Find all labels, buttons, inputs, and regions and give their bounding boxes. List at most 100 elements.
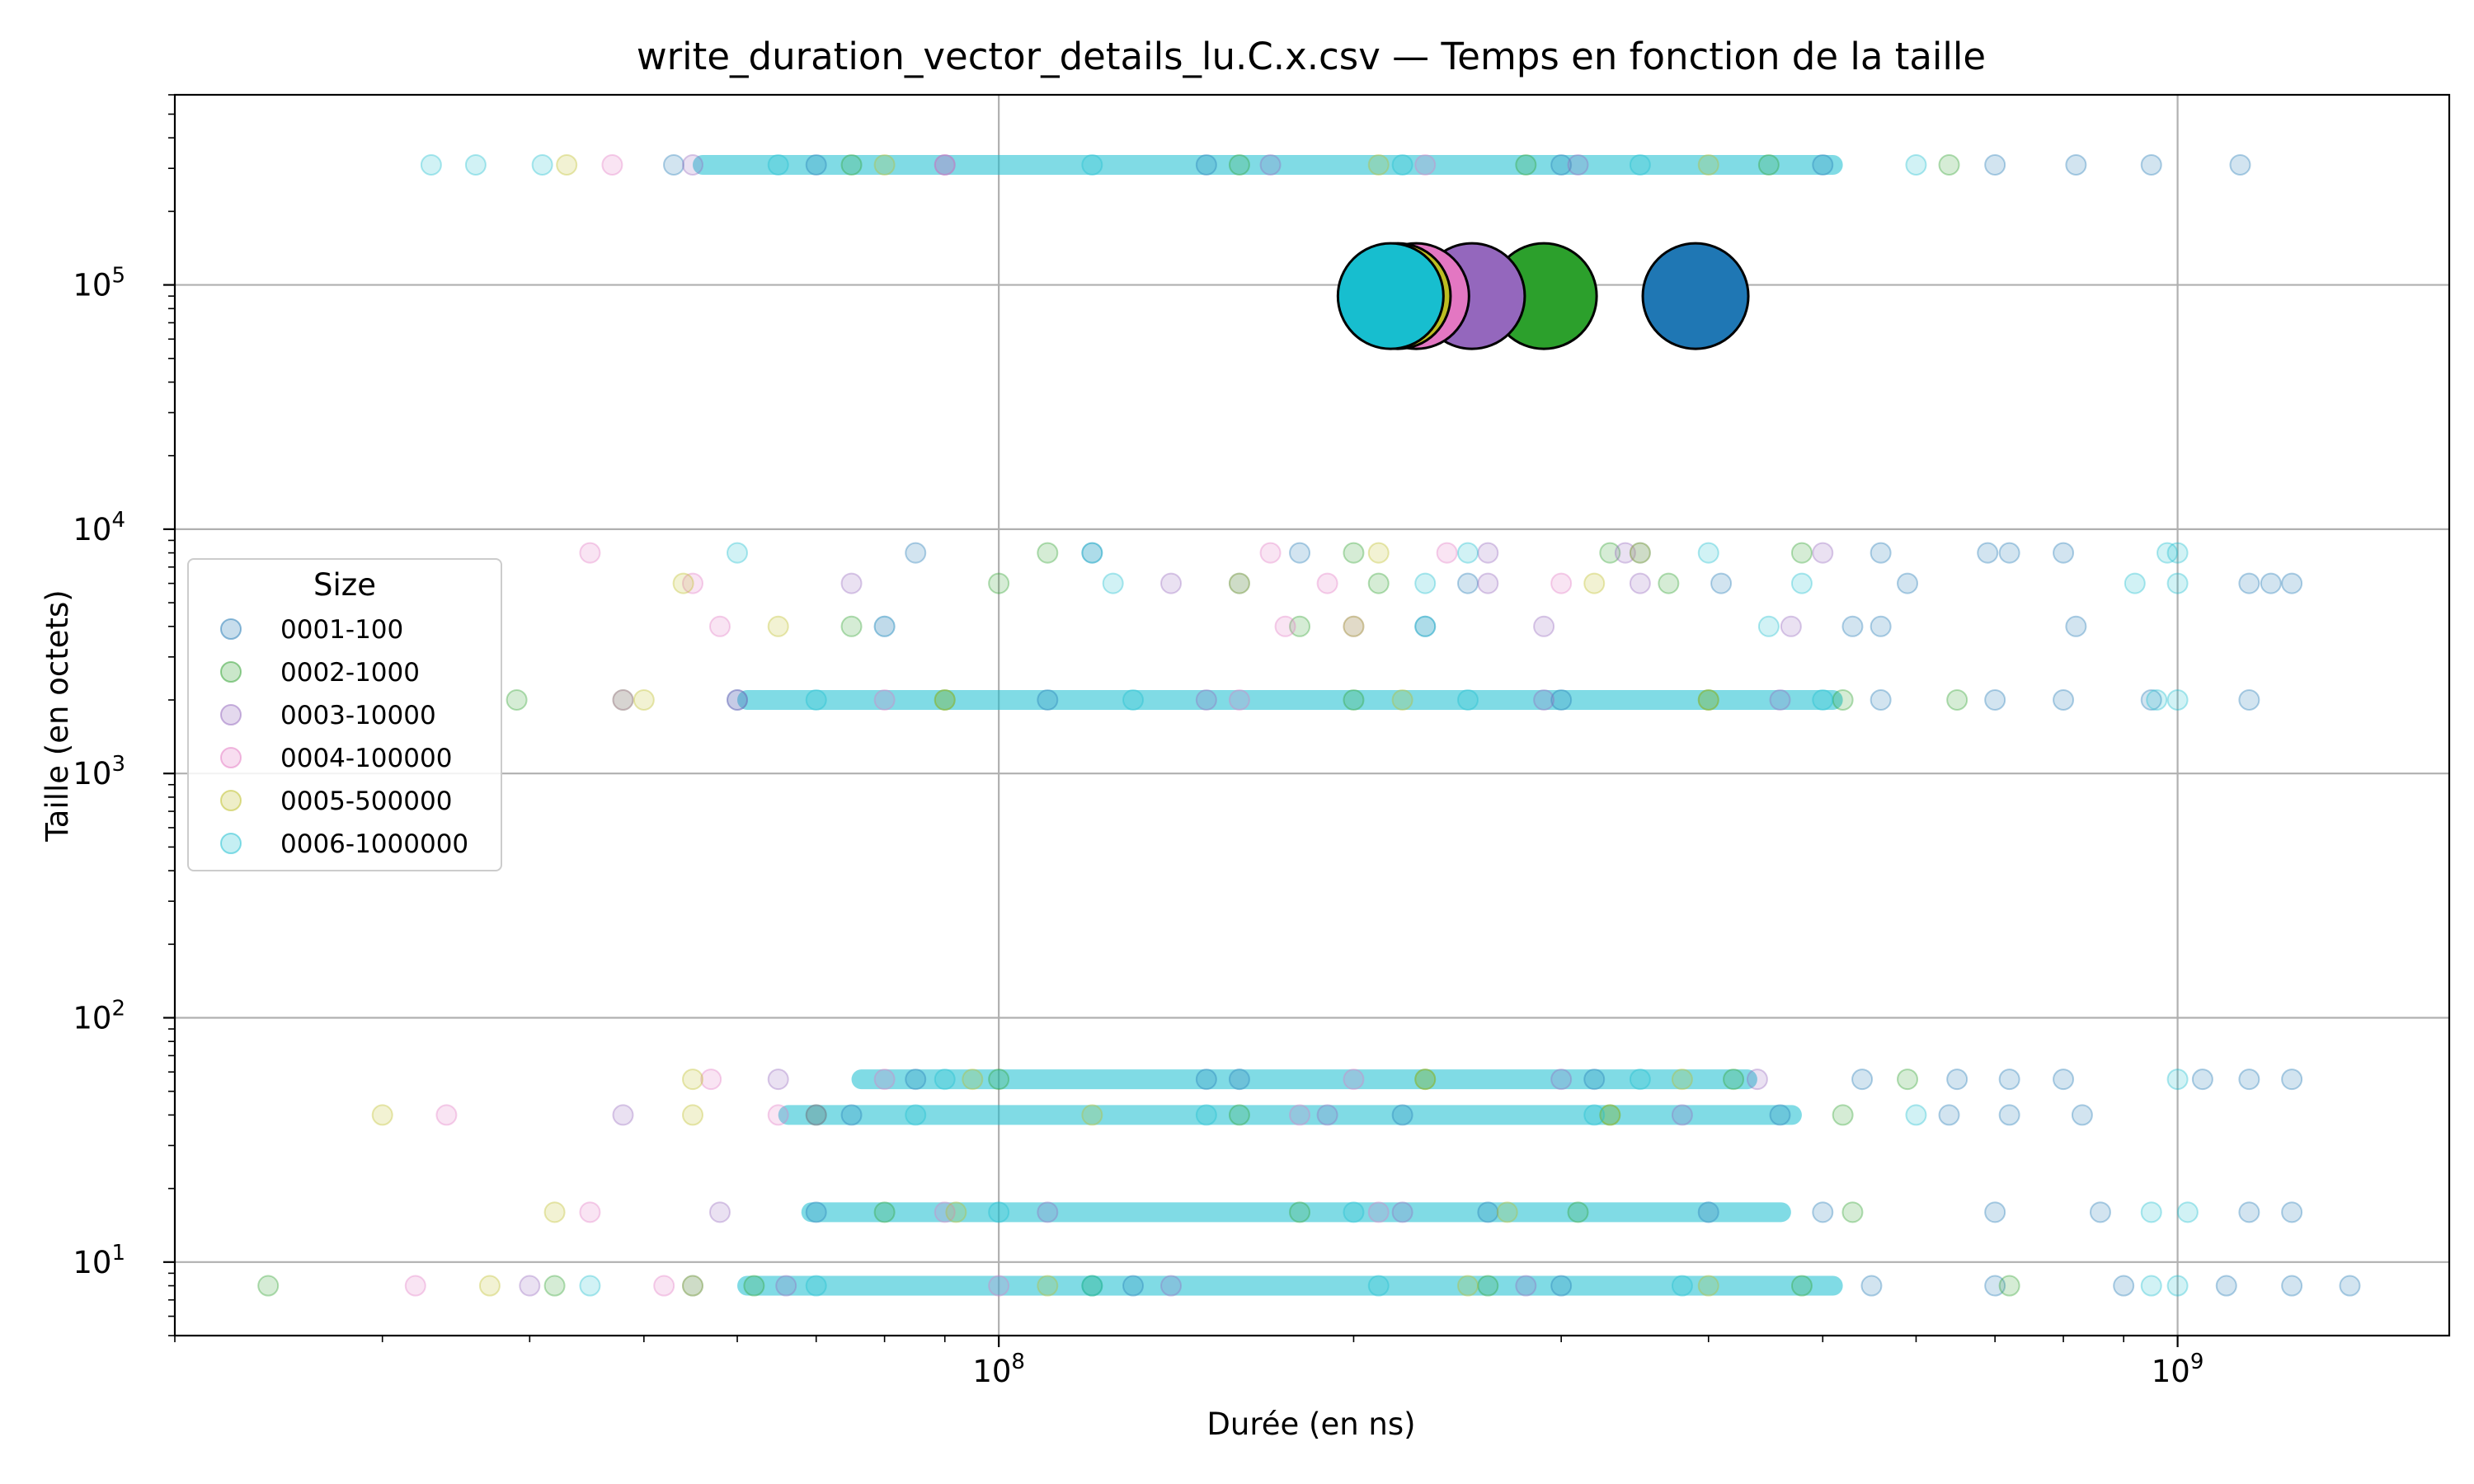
scatter-point [1671,1068,1693,1091]
scatter-point [2238,1068,2260,1091]
legend-entries: 0001-100 0002-1000 0003-10000 0004-100000 00… [220,615,468,859]
scatter-point [873,615,896,637]
scatter-point [2281,1275,2303,1297]
scatter-point [1832,688,1854,711]
x-axis-ticks: 108 109 [174,1336,2204,1389]
scatter-point [1195,688,1217,711]
scatter-point [873,688,896,711]
scatter-point [1998,542,2020,564]
scatter-point [1697,1275,1719,1297]
scatter-point [371,1104,393,1126]
y-axis-label: Taille (en octets) [40,589,75,842]
scatter-point [1984,688,2006,711]
scatter-point [1984,153,2006,176]
scatter-point [1812,542,1834,564]
y-tick-label: 101 [73,1241,125,1280]
scatter-point [682,153,704,176]
dense-band [851,1069,1757,1090]
scatter-point [653,1275,675,1297]
scatter-point [1367,153,1390,176]
scatter-point [1102,572,1124,594]
y-axis-ticks: 101 102 103 104 105 [73,94,175,1336]
scatter-point [601,153,623,176]
y-tick-label: 104 [73,508,125,547]
scatter-point [1870,542,1892,564]
scatter-point [1905,1104,1927,1126]
scatter-point [1228,1104,1250,1126]
scatter-point [1316,1104,1338,1126]
scatter-point [682,1068,704,1091]
legend-marker [220,747,242,768]
scatter-point [2146,688,2168,711]
scatter-point [1671,1275,1693,1297]
scatter-point [672,572,694,594]
scatter-point [1870,615,1892,637]
scatter-point [1456,542,1479,564]
scatter-point [1456,1275,1479,1297]
scatter-point [1757,153,1780,176]
scatter-point [2166,688,2189,711]
legend-title: Size [313,567,376,603]
scatter-point [1456,688,1479,711]
scatter-point [1614,542,1636,564]
scatter-point [1629,542,1651,564]
scatter-point [1812,153,1834,176]
scatter-point [805,1275,827,1297]
scatter-point [464,153,487,176]
scatter-point [805,1201,827,1223]
scatter-point [2281,1201,2303,1223]
scatter-point [556,153,578,176]
scatter-point [988,1201,1010,1223]
scatter-point [934,688,956,711]
scatter-point [543,1201,566,1223]
scatter-point [805,688,827,711]
scatter-point [1984,1201,2006,1223]
scatter-point [2281,1068,2303,1091]
scatter-point [1037,1275,1059,1297]
scatter-point [1515,1275,1537,1297]
scatter-point [727,688,749,711]
scatter-point [743,1275,765,1297]
scatter-point [905,1104,927,1126]
scatter-point [1195,153,1217,176]
scatter-point [988,572,1010,594]
scatter-point [873,1201,896,1223]
scatter-point [1289,542,1311,564]
scatter-point [1629,153,1651,176]
scatter-point [1037,542,1059,564]
scatter-point [1367,572,1390,594]
dense-band [778,1105,1802,1125]
scatter-point [2053,542,2075,564]
scatter-point [962,1068,984,1091]
legend-marker [220,833,242,854]
scatter-point [2339,1275,2361,1297]
legend-label: 0001-100 [280,615,403,645]
legend-marker [220,661,242,683]
scatter-point [988,1068,1010,1091]
scatter-point [257,1275,280,1297]
legend-label: 0006-1000000 [280,829,468,859]
scatter-point [1998,1275,2020,1297]
scatter-point [805,1104,827,1126]
scatter-point [1583,1104,1606,1126]
scatter-point [934,688,956,711]
scatter-point [1897,572,1919,594]
scatter-point [1195,1104,1217,1126]
scatter-point [2089,1201,2111,1223]
scatter-point [2124,572,2146,594]
scatter-point [2238,688,2260,711]
mean-marker [1336,242,1445,350]
mean-marker [1641,242,1750,350]
scatter-point [873,153,896,176]
scatter-point [1599,542,1621,564]
scatter-point [1812,1201,1834,1223]
scatter-point [612,1104,634,1126]
scatter-point [2140,688,2162,711]
scatter-point [2166,1068,2189,1091]
scatter-point [805,1104,827,1126]
scatter-point [1414,615,1437,637]
scatter-point [1228,153,1250,176]
scatter-point [435,1104,458,1126]
